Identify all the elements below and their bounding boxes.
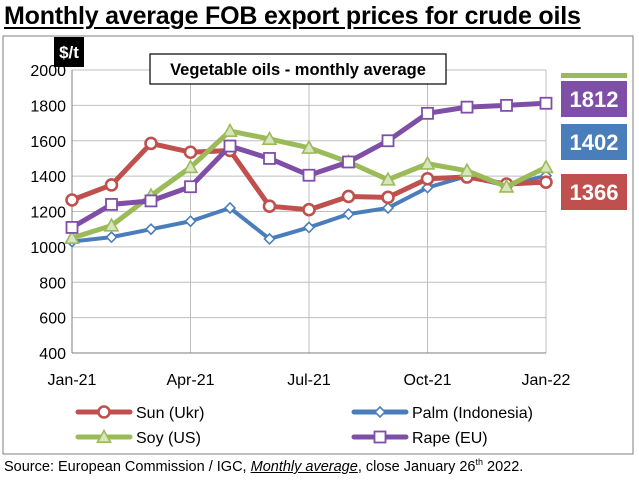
x-tick-label: Jan-22 xyxy=(522,372,571,389)
data-point xyxy=(222,122,238,138)
data-point xyxy=(381,190,395,205)
source-suffix: 2022. xyxy=(483,458,524,475)
y-tick-label: 1000 xyxy=(30,240,66,257)
data-point xyxy=(105,231,118,244)
y-tick-label: 1200 xyxy=(30,205,66,222)
data-point xyxy=(263,232,276,246)
x-tick-label: Oct-21 xyxy=(403,372,451,389)
data-point xyxy=(302,168,316,182)
chart-title: Monthly average FOB export prices for cr… xyxy=(4,2,581,30)
data-point xyxy=(459,162,475,177)
data-point xyxy=(96,428,112,444)
y-tick-label: 1600 xyxy=(30,134,66,151)
data-point xyxy=(103,217,120,232)
x-tick-label: Apr-21 xyxy=(166,372,214,389)
data-point xyxy=(183,145,198,160)
legend-label: Sun (Ukr) xyxy=(136,405,204,422)
data-point xyxy=(105,198,118,211)
data-point xyxy=(498,178,515,193)
end-label-rape: 1812 xyxy=(570,87,619,112)
y-tick-label: 2000 xyxy=(30,63,66,80)
source-prefix: Source: European Commission / IGC, xyxy=(4,458,251,475)
y-tick-label: 600 xyxy=(39,311,66,328)
end-label-palm: 1402 xyxy=(570,130,619,155)
end-label-accent xyxy=(561,73,627,78)
data-point xyxy=(373,405,387,419)
data-point xyxy=(184,215,197,228)
data-point xyxy=(373,430,387,444)
data-point xyxy=(223,139,237,153)
data-point xyxy=(381,134,395,148)
end-label-box xyxy=(561,174,627,210)
source-note: Source: European Commission / IGC, Month… xyxy=(4,457,523,475)
data-point xyxy=(144,136,158,151)
source-emphasis: Monthly average xyxy=(250,458,358,475)
data-point xyxy=(223,201,237,215)
x-tick-label: Jan-21 xyxy=(48,372,97,389)
data-point xyxy=(302,202,316,217)
end-label-box xyxy=(561,124,627,160)
chart-frame xyxy=(2,35,634,455)
y-axis-unit: $/t xyxy=(59,43,79,62)
end-label-sun: 1366 xyxy=(570,180,619,205)
series-rape xyxy=(65,96,553,234)
data-point xyxy=(144,194,158,208)
data-point xyxy=(184,180,197,194)
legend-label: Palm (Indonesia) xyxy=(412,405,533,422)
data-point xyxy=(342,208,355,221)
line-chart: 400 600 800 1000 1200 1400 1600 1800 2000 Jan-21 A… xyxy=(2,35,634,455)
data-point xyxy=(538,159,554,174)
y-tick-label: 800 xyxy=(39,275,66,292)
data-point xyxy=(420,171,435,186)
end-label-box xyxy=(561,81,627,117)
data-point xyxy=(500,98,513,112)
data-point xyxy=(342,155,355,169)
data-point xyxy=(64,229,80,245)
data-point xyxy=(182,159,199,174)
data-point xyxy=(144,223,158,236)
inner-title-box xyxy=(149,53,447,85)
y-tick-label: 400 xyxy=(39,346,66,363)
legend-label: Rape (EU) xyxy=(412,430,488,447)
data-point xyxy=(421,106,434,120)
source-superscript: th xyxy=(475,457,484,467)
data-point xyxy=(381,201,395,215)
data-point xyxy=(539,96,553,110)
data-point xyxy=(419,155,436,170)
data-point xyxy=(104,178,119,192)
data-point xyxy=(261,130,278,145)
inner-chart-title: Vegetable oils - monthly average xyxy=(170,61,426,79)
y-tick-label: 1800 xyxy=(30,98,66,115)
data-point xyxy=(341,189,356,204)
data-point xyxy=(65,221,79,234)
data-point xyxy=(65,193,79,207)
x-tick-label: Jul-21 xyxy=(287,372,331,389)
source-middle: , close January 26 xyxy=(357,458,476,475)
data-point xyxy=(380,171,396,186)
legend-item-sun: Sun (Ukr) xyxy=(75,405,204,422)
data-point xyxy=(460,100,474,114)
data-point xyxy=(539,175,553,189)
legend-item-soy: Soy (US) xyxy=(75,428,201,447)
data-point xyxy=(301,139,317,154)
data-point xyxy=(421,181,434,194)
data-point xyxy=(97,405,111,419)
y-tick-label: 1400 xyxy=(30,169,66,186)
data-point xyxy=(262,199,277,213)
data-point xyxy=(302,221,316,234)
legend-label: Soy (US) xyxy=(136,430,201,447)
data-point xyxy=(263,152,276,165)
series-sun xyxy=(65,136,553,217)
legend-item-rape: Rape (EU) xyxy=(351,430,488,447)
unit-badge xyxy=(54,37,84,67)
legend-item-palm: Palm (Indonesia) xyxy=(351,405,533,422)
